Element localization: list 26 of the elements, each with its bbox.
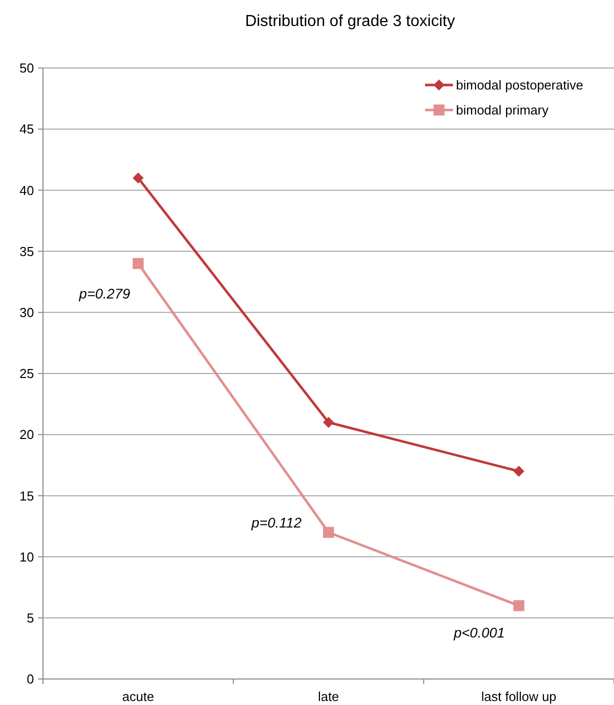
point [132,172,144,184]
y-tick-label: 50 [20,60,34,76]
annotation: p=0.112 [250,514,302,530]
point [513,466,524,477]
x-tick-label: last follow up [481,689,556,704]
y-tick-label: 45 [20,122,34,137]
y-tick-label: 0 [26,672,34,687]
y-tick-label: 40 [20,182,34,198]
x-tick-label: late [318,689,339,704]
point [323,526,334,538]
x-tick-label: acute [122,689,154,704]
y-tick-label: 30 [20,304,34,320]
y-tick-label: 15 [20,488,34,504]
legend-label: bimodal primary [456,102,549,118]
y-tick-label: 5 [26,610,34,626]
point [513,600,524,612]
y-tick-label: 10 [20,549,34,564]
legend-label: bimodal postoperative [456,78,584,93]
y-tick-label: 20 [20,427,34,442]
annotation: p<0.001 [452,624,505,641]
annotation: p=0.279 [78,285,130,302]
chart-title: Distribution of grade 3 toxicity [245,13,455,30]
y-tick-label: 35 [20,244,34,259]
point [323,416,334,428]
point [132,258,144,270]
y-tick-label: 25 [20,366,34,382]
